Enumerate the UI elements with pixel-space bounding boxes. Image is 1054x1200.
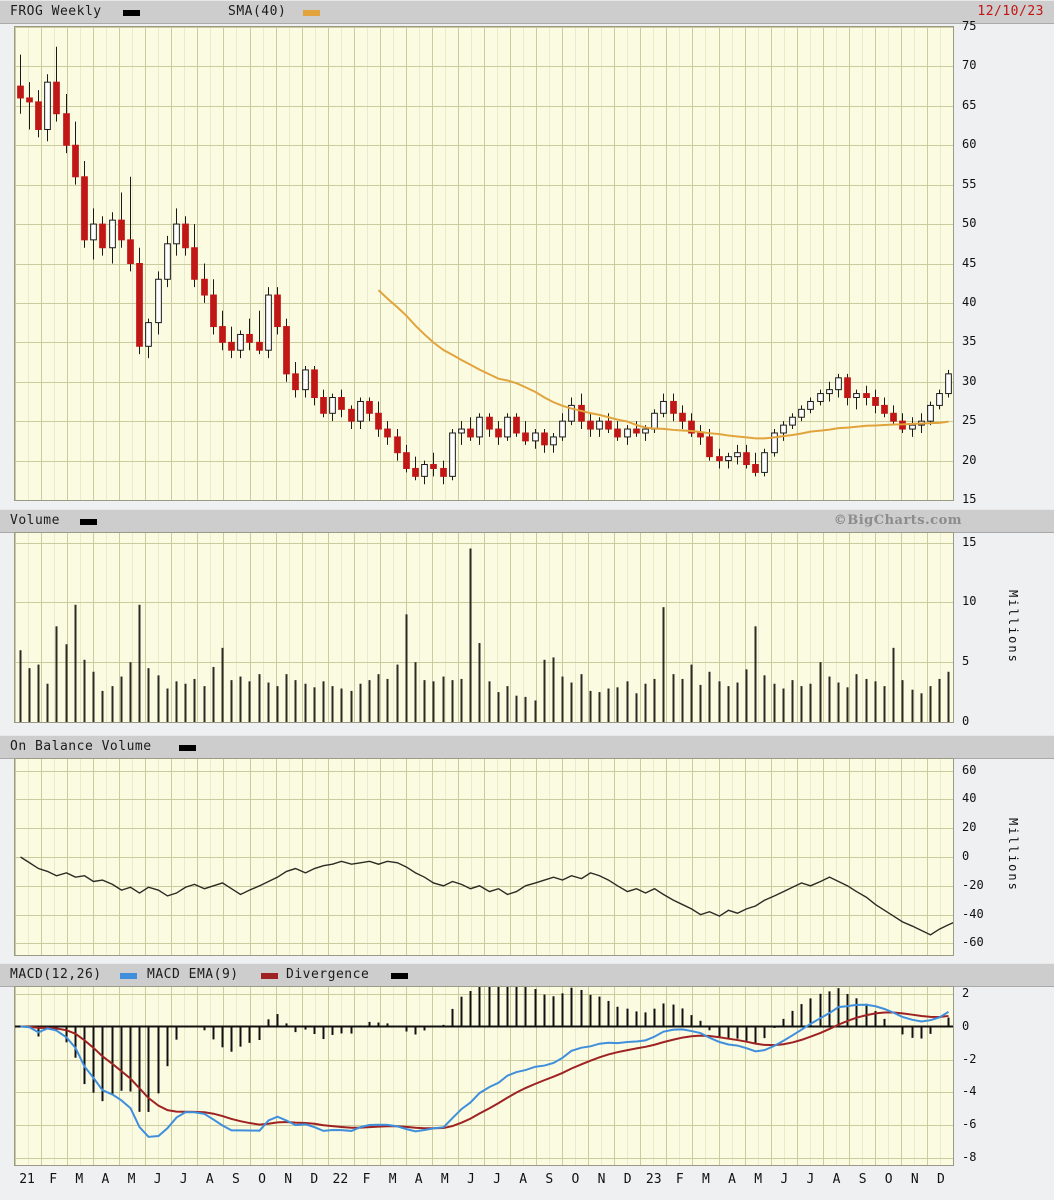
x-axis-tick-label: S [858, 1172, 867, 1187]
axis-tick-label: 40 [962, 791, 977, 806]
axis-tick-label: -8 [962, 1150, 977, 1165]
axis-tick-label: 35 [962, 334, 977, 349]
watermark: ©BigCharts.com [833, 513, 962, 528]
x-axis-tick-label: A [519, 1172, 528, 1187]
x-axis-tick-label: A [728, 1172, 736, 1187]
axis-tick-label: 15 [962, 534, 977, 549]
axis-tick-label: 2 [962, 985, 970, 1000]
axis-tick-label: 25 [962, 413, 977, 428]
axis-tick-label: 50 [962, 216, 977, 231]
axis-tick-label: -40 [962, 906, 984, 921]
x-axis-tick-label: 21 [19, 1172, 35, 1187]
symbol-label: FROG Weekly [10, 4, 102, 19]
overlay-label: SMA(40) [228, 4, 287, 19]
axis-tick-label: 30 [962, 373, 977, 388]
x-axis-tick-label: J [806, 1172, 815, 1187]
x-axis-tick-label: J [493, 1172, 501, 1187]
x-axis-tick-label: A [414, 1172, 423, 1187]
obv-header: On Balance Volume [0, 735, 1054, 759]
axis-tick-label: 5 [962, 654, 970, 669]
x-axis-tick-label: M [702, 1172, 710, 1187]
black-line-icon [391, 973, 408, 979]
axis-tick-label: 0 [962, 849, 970, 863]
x-axis-tick-label: O [571, 1172, 580, 1187]
x-axis-tick-label: 23 [645, 1172, 662, 1187]
x-axis-tick-label: D [623, 1172, 632, 1187]
axis-tick-label: -60 [962, 935, 984, 950]
macd-chart-panel [14, 986, 954, 1166]
x-axis-tick-label: M [75, 1172, 84, 1187]
black-line-icon [80, 519, 97, 525]
axis-tick-label: 65 [962, 97, 977, 112]
price-y-axis: 15 20 25 30 35 40 45 50 55 60 65 70 75 [962, 19, 1002, 506]
macd-ema-title: MACD EMA(9) [147, 967, 239, 982]
x-axis-tick-label: F [675, 1172, 684, 1187]
time-x-axis: 21 F M A M J J A S O N D 22 F M A M J J A S O N D 23 F M A M J J A S O N D [0, 1168, 1054, 1196]
axis-tick-label: 45 [962, 255, 977, 270]
x-axis-tick-label: J [153, 1172, 162, 1187]
axis-tick-label: 40 [962, 294, 977, 309]
axis-tick-label: 60 [962, 137, 977, 152]
x-axis-tick-label: A [832, 1172, 841, 1187]
axis-tick-label: 75 [962, 19, 977, 33]
axis-tick-label: 20 [962, 820, 977, 835]
axis-tick-label: -4 [962, 1084, 977, 1099]
x-axis-tick-label: J [780, 1172, 789, 1187]
divergence-title: Divergence [286, 967, 370, 982]
x-axis-tick-label: N [910, 1172, 919, 1187]
axis-tick-label: 55 [962, 176, 977, 191]
macd-y-axis: -8 -6 -4 -2 0 2 [962, 986, 1002, 1166]
x-axis-tick-label: 22 [332, 1172, 349, 1187]
x-axis-tick-label: F [362, 1172, 371, 1187]
x-axis-tick-label: N [597, 1172, 606, 1187]
macd-header: MACD(12,26) MACD EMA(9) Divergence [0, 963, 1054, 987]
x-axis-tick-label: D [937, 1172, 945, 1187]
x-axis-tick-label: N [284, 1172, 293, 1187]
black-line-icon [123, 10, 140, 16]
axis-tick-label: 0 [962, 714, 970, 728]
volume-unit-label: Millions [1006, 590, 1020, 664]
axis-tick-label: 70 [962, 58, 977, 73]
volume-title: Volume [10, 513, 60, 528]
x-axis-tick-label: D [310, 1172, 319, 1187]
x-axis-tick-label: M [388, 1172, 397, 1187]
x-axis-tick-label: J [179, 1172, 188, 1187]
red-line-icon [261, 973, 278, 979]
volume-chart-panel [14, 532, 954, 723]
price-chart-panel [14, 26, 954, 501]
quote-date: 12/10/23 [977, 4, 1044, 19]
x-axis-tick-label: S [232, 1172, 240, 1187]
chart-header: FROG Weekly SMA(40) 12/10/23 [0, 0, 1054, 24]
axis-tick-label: 60 [962, 762, 977, 777]
orange-line-icon [303, 10, 320, 16]
obv-unit-label: Millions [1006, 818, 1020, 892]
axis-tick-label: -6 [962, 1117, 977, 1132]
axis-tick-label: 20 [962, 452, 977, 467]
obv-y-axis: -60 -40 -20 0 20 40 60 [962, 758, 1002, 956]
x-axis-tick-label: A [205, 1172, 214, 1187]
x-axis-tick-label: F [49, 1172, 58, 1187]
macd-title: MACD(12,26) [10, 967, 102, 982]
obv-title: On Balance Volume [10, 739, 152, 754]
axis-tick-label: -2 [962, 1051, 977, 1066]
obv-chart-panel [14, 758, 954, 956]
x-axis-tick-label: A [101, 1172, 110, 1187]
volume-y-axis: 0 5 10 15 [962, 532, 1002, 728]
x-axis-tick-label: M [127, 1172, 136, 1187]
x-axis-tick-label: O [884, 1172, 893, 1187]
black-line-icon [179, 745, 196, 751]
axis-tick-label: 10 [962, 594, 977, 609]
blue-line-icon [120, 973, 137, 979]
volume-header: Volume ©BigCharts.com [0, 509, 1054, 533]
axis-tick-label: -20 [962, 877, 984, 892]
x-axis-tick-label: M [754, 1172, 763, 1187]
axis-tick-label: 15 [962, 492, 977, 506]
x-axis-tick-label: M [440, 1172, 449, 1187]
axis-tick-label: 0 [962, 1018, 970, 1033]
x-axis-tick-label: J [467, 1172, 475, 1187]
x-axis-tick-label: O [258, 1172, 266, 1187]
x-axis-tick-label: S [545, 1172, 554, 1187]
